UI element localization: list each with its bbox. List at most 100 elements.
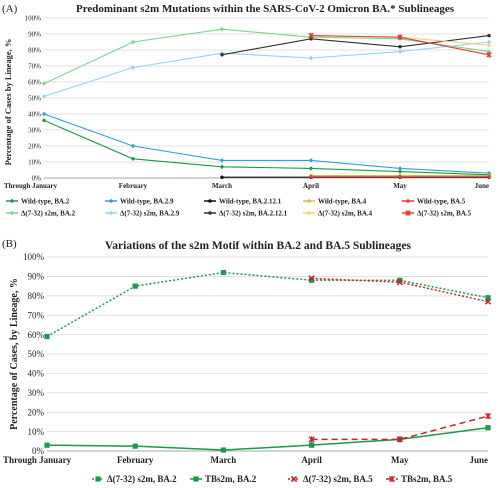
data-point (309, 277, 315, 283)
series-line (46, 271, 489, 338)
data-point (308, 32, 314, 39)
legend-marker (208, 211, 212, 215)
panel-b-y-axis-label: Percentage of Cases, by Lineage, % (9, 278, 20, 430)
y-tick-label: 50% (28, 94, 41, 102)
y-tick-label: 30% (28, 126, 41, 134)
data-point (487, 33, 491, 38)
data-point (396, 436, 403, 443)
y-tick-label: 70% (28, 310, 45, 320)
legend-item: TBs2m, BA.2 (190, 474, 257, 484)
legend-item: Δ(7-32) s2m, BA.2 (6, 209, 76, 217)
y-tick-label: 100% (23, 252, 45, 262)
x-tick-label: June (469, 455, 488, 465)
x-tick-label: April (301, 455, 322, 465)
x-tick-label: May (393, 182, 407, 190)
data-point (397, 277, 403, 283)
x-tick-label: April (303, 182, 319, 190)
x-tick-label: Through January (4, 182, 57, 190)
data-point (487, 43, 491, 47)
series-2 (44, 425, 491, 453)
legend-item: Δ(7-32) s2m, BA.5 (402, 209, 472, 217)
legend-item: Δ(7-32) s2m, BA.2.9 (105, 209, 180, 217)
panel-a-title: Predominant s2m Mutations within the SAR… (76, 3, 455, 15)
data-point (484, 298, 492, 305)
y-tick-label: 0% (32, 446, 45, 456)
data-point (308, 158, 314, 163)
y-tick-label: 40% (28, 110, 41, 118)
panel-a: (A) Predominant s2m Mutations within the… (2, 3, 492, 217)
y-tick-label: 10% (28, 427, 45, 437)
data-point (485, 425, 491, 431)
legend-item: Δ(7-32) s2m, BA.4 (303, 209, 373, 217)
data-point (220, 53, 224, 57)
legend-item: Δ(7-32) s2m, BA.2.12.1 (204, 209, 288, 217)
panel-b: (B) Variations of the s2m Motif within B… (2, 238, 492, 484)
legend-marker (208, 199, 212, 203)
legend-label: Wild-type, BA.2.12.1 (219, 197, 282, 205)
y-tick-label: 40% (28, 369, 45, 379)
series-line (43, 41, 490, 97)
legend-marker (108, 198, 114, 204)
legend-label: Wild-type, BA.4 (318, 197, 367, 205)
legend-label: Δ(7-32) s2m, BA.2 (21, 209, 76, 217)
legend-label: Δ(7-32) s2m, BA.4 (318, 209, 373, 217)
y-tick-label: 90% (28, 272, 45, 282)
data-point (132, 283, 138, 289)
data-point (130, 39, 136, 45)
data-point (130, 143, 136, 149)
data-point (487, 174, 491, 179)
legend-label: Wild-type, BA.2.9 (120, 197, 174, 205)
data-point (130, 156, 136, 161)
data-point (308, 436, 315, 443)
legend-label: Δ(7-32) s2m, BA.2 (107, 474, 177, 484)
data-point (219, 164, 225, 169)
legend-marker (290, 475, 298, 483)
data-point (220, 175, 224, 179)
panel-a-legend: Wild-type, BA.2 Wild-type, BA.2.9 Wild-typ… (6, 197, 472, 217)
legend-marker (108, 210, 114, 216)
series-1 (41, 118, 492, 177)
data-point (398, 174, 402, 179)
legend-label: TBs2m, BA.5 (401, 474, 453, 484)
series-line (43, 113, 490, 174)
legend-marker (388, 475, 396, 483)
data-point (485, 295, 491, 301)
series-4 (308, 412, 492, 443)
series-7 (41, 39, 492, 99)
data-point (41, 94, 47, 99)
data-point (396, 279, 403, 286)
legend-marker (406, 199, 410, 203)
legend-item: Wild-type, BA.4 (303, 197, 367, 205)
legend-label: Δ(7-32) s2m, BA.2.9 (120, 209, 180, 217)
panel-b-legend: Δ(7-32) s2m, BA.2 TBs2m, BA.2 Δ(7-32) s2m,… (92, 474, 453, 484)
data-point (397, 49, 403, 54)
legend-marker (307, 199, 311, 203)
legend-item: Δ(7-32) s2m, BA.2 (92, 474, 177, 484)
y-tick-label: 60% (28, 330, 45, 340)
x-tick-label: May (391, 455, 409, 465)
x-tick-label: Through January (3, 455, 72, 465)
panel-b-label: (B) (2, 238, 17, 250)
data-point (219, 27, 225, 32)
data-point (486, 39, 492, 45)
series-8 (220, 33, 491, 57)
legend-marker (9, 210, 15, 216)
data-point (44, 333, 50, 340)
panel-a-plot: 0% 10% 20% 30% 40% 50% 60% 70% 80% 90% 100% Through… (4, 14, 492, 190)
data-point (486, 49, 492, 54)
y-tick-label: 20% (28, 407, 45, 417)
data-point (309, 37, 313, 41)
data-point (220, 269, 226, 276)
y-tick-label: 30% (28, 388, 45, 398)
legend-item: TBs2m, BA.5 (386, 474, 453, 484)
legend-item: Wild-type, BA.2.12.1 (204, 197, 282, 205)
x-tick-label: February (119, 182, 148, 190)
legend-marker (9, 198, 15, 204)
data-point (219, 158, 225, 163)
series-3 (308, 275, 492, 305)
x-tick-label: March (212, 182, 232, 190)
legend-marker (405, 210, 411, 216)
data-point (41, 111, 47, 117)
legend-label: TBs2m, BA.2 (205, 474, 257, 484)
